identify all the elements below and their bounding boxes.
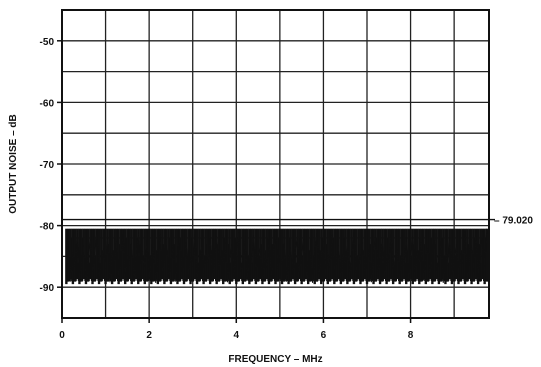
y-tick-label: -70 [40, 160, 55, 171]
y-axis-title: OUTPUT NOISE – dB [8, 114, 19, 213]
reference-line-label: – 79.020 [494, 216, 533, 227]
x-tick-label: 4 [234, 330, 240, 341]
x-tick-label: 2 [146, 330, 152, 341]
y-tick-label: -50 [40, 37, 55, 48]
noise-trace [65, 228, 489, 285]
y-tick-label: -60 [40, 98, 55, 109]
x-tick-label: 0 [59, 330, 65, 341]
y-tick-label: -90 [40, 283, 55, 294]
x-axis-title: FREQUENCY – MHz [228, 354, 322, 365]
x-tick-label: 6 [321, 330, 327, 341]
x-tick-label: 8 [408, 330, 414, 341]
noise-trace-line [65, 228, 488, 284]
tick-labels: -50 -60 -70 -80 -90 0 2 4 6 8 [40, 37, 414, 341]
y-tick-label: -80 [40, 222, 55, 233]
